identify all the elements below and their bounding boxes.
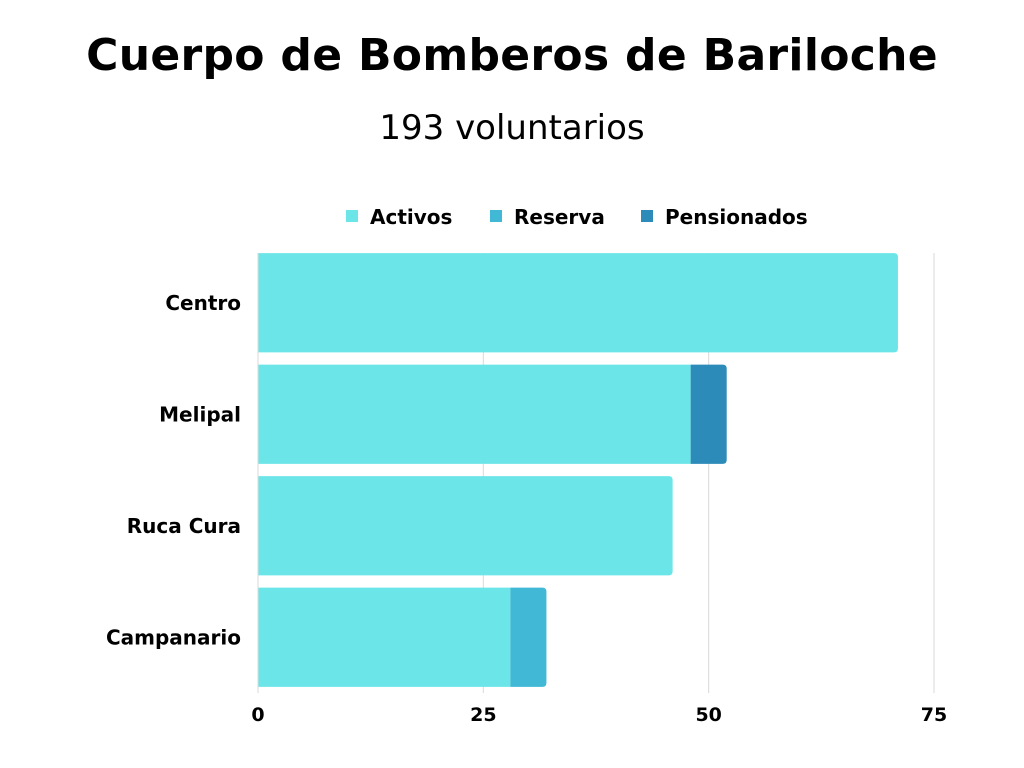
legend-label-pensionados: Pensionados [665, 205, 808, 229]
bar-activos-melipal [258, 364, 691, 464]
category-label: Melipal [159, 402, 241, 426]
legend-swatch-activos [346, 210, 358, 222]
bar-activos-campanario [258, 587, 511, 687]
x-tick-label: 25 [470, 704, 496, 726]
bar-reserva-campanario [510, 587, 547, 687]
axes: Centro Melipal Ruca Cura Campanario 0 25 50 75 [106, 253, 947, 726]
bar-activos-centro [258, 253, 898, 353]
chart-subtitle: 193 voluntarios [379, 108, 645, 148]
legend-label-reserva: Reserva [514, 205, 605, 229]
legend-label-activos: Activos [370, 205, 452, 229]
legend-swatch-pensionados [641, 210, 653, 222]
bar-pensionados-melipal [690, 364, 727, 464]
x-tick-label: 50 [695, 704, 721, 726]
x-tick-label: 0 [251, 704, 264, 726]
bars [258, 253, 898, 687]
category-label: Ruca Cura [127, 514, 241, 538]
x-tick-label: 75 [921, 704, 947, 726]
legend-swatch-reserva [490, 210, 502, 222]
category-label: Centro [165, 291, 241, 315]
chart-title: Cuerpo de Bomberos de Bariloche [86, 30, 938, 81]
category-label: Campanario [106, 625, 241, 649]
bar-activos-ruca-cura [258, 476, 673, 576]
legend: Activos Reserva Pensionados [346, 205, 808, 229]
